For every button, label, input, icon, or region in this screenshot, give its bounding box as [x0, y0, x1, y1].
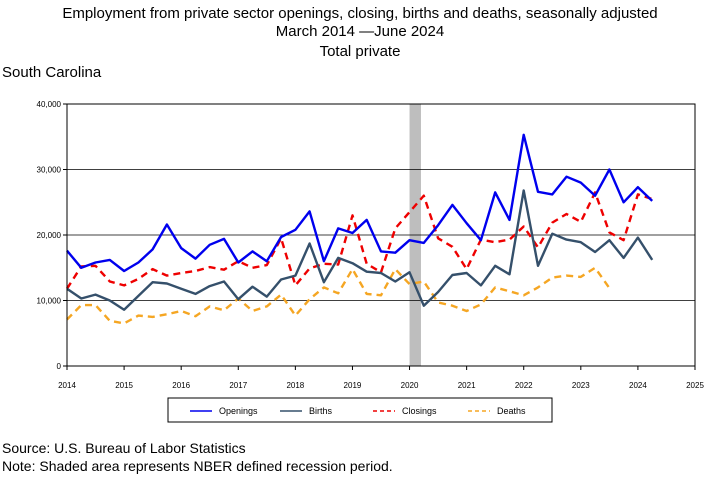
x-tick-label: 2021	[458, 381, 476, 390]
y-tick-label: 40,000	[37, 100, 62, 109]
series-line-births	[66, 189, 654, 311]
legend-label-deaths: Deaths	[497, 406, 526, 416]
x-tick-label: 2024	[629, 381, 647, 390]
source-note: Source: U.S. Bureau of Labor Statistics	[2, 440, 246, 456]
legend-label-births: Births	[309, 406, 333, 416]
chart-date-range: March 2014 —June 2024	[275, 23, 445, 40]
series-line-closings	[65, 191, 653, 290]
x-tick-label: 2025	[686, 381, 704, 390]
series-line-openings	[66, 133, 654, 273]
y-tick-label: 0	[57, 362, 62, 371]
chart-title: Employment from private sector openings,…	[62, 5, 658, 22]
chart-subtitle: Total private	[319, 43, 401, 60]
region-label: South Carolina	[2, 64, 102, 81]
recession-note: Note: Shaded area represents NBER define…	[2, 458, 393, 474]
y-tick-label: 20,000	[37, 231, 62, 240]
legend-label-closings: Closings	[402, 406, 437, 416]
y-tick-label: 10,000	[37, 297, 62, 306]
legend-label-openings: Openings	[219, 406, 258, 416]
x-tick-label: 2019	[344, 381, 362, 390]
x-tick-label: 2020	[401, 381, 419, 390]
x-tick-label: 2018	[286, 381, 304, 390]
x-tick-label: 2023	[572, 381, 590, 390]
x-tick-label: 2014	[58, 381, 76, 390]
series-line-deaths	[66, 266, 611, 325]
x-tick-label: 2015	[115, 381, 133, 390]
x-tick-label: 2022	[515, 381, 533, 390]
x-tick-label: 2017	[229, 381, 247, 390]
y-tick-label: 30,000	[37, 166, 62, 175]
x-tick-label: 2016	[172, 381, 190, 390]
legend-box	[167, 397, 553, 423]
